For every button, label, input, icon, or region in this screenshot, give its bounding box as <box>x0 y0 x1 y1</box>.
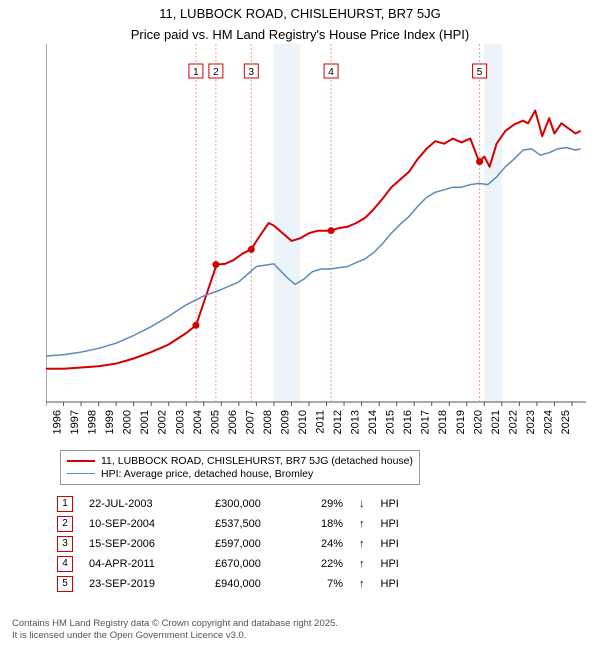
sale-marker-icon: 4 <box>55 554 87 574</box>
legend-row: 11, LUBBOCK ROAD, CHISLEHURST, BR7 5JG (… <box>67 455 413 468</box>
arrow-icon: ↑ <box>357 574 379 594</box>
legend-label: 11, LUBBOCK ROAD, CHISLEHURST, BR7 5JG (… <box>101 455 413 468</box>
svg-text:2017: 2017 <box>420 410 432 434</box>
sale-pct: 7% <box>319 574 357 594</box>
svg-text:2020: 2020 <box>472 410 484 434</box>
svg-text:2024: 2024 <box>542 410 554 434</box>
sale-marker-icon: 2 <box>55 514 87 534</box>
sale-marker-icon: 5 <box>55 574 87 594</box>
sale-vs: HPI <box>379 574 413 594</box>
sales-table: 122-JUL-2003£300,00029%↓HPI210-SEP-2004£… <box>55 494 413 594</box>
sale-date: 15-SEP-2006 <box>87 534 213 554</box>
legend-swatch <box>67 473 95 474</box>
svg-text:4: 4 <box>328 67 334 78</box>
sale-price: £597,000 <box>213 534 319 554</box>
svg-text:2022: 2022 <box>507 410 519 434</box>
sale-price: £300,000 <box>213 494 319 514</box>
svg-text:2009: 2009 <box>279 410 291 434</box>
svg-text:2015: 2015 <box>385 410 397 434</box>
sale-pct: 22% <box>319 554 357 574</box>
sale-vs: HPI <box>379 514 413 534</box>
svg-text:2: 2 <box>213 67 219 78</box>
svg-text:2010: 2010 <box>297 410 309 434</box>
svg-text:1: 1 <box>193 67 199 78</box>
svg-text:2000: 2000 <box>122 410 134 434</box>
svg-text:2021: 2021 <box>490 410 502 434</box>
svg-text:2011: 2011 <box>315 410 327 434</box>
arrow-icon: ↑ <box>357 534 379 554</box>
arrow-icon: ↑ <box>357 514 379 534</box>
svg-text:2018: 2018 <box>437 410 449 434</box>
table-row: 210-SEP-2004£537,50018%↑HPI <box>55 514 413 534</box>
legend-row: HPI: Average price, detached house, Brom… <box>67 468 413 481</box>
svg-text:2025: 2025 <box>560 410 572 434</box>
sale-pct: 24% <box>319 534 357 554</box>
legend-swatch <box>67 460 95 462</box>
svg-text:2002: 2002 <box>157 410 169 434</box>
svg-text:2019: 2019 <box>455 410 467 434</box>
sale-price: £670,000 <box>213 554 319 574</box>
svg-text:2012: 2012 <box>332 410 344 434</box>
svg-text:2001: 2001 <box>139 410 151 434</box>
legend-label: HPI: Average price, detached house, Brom… <box>101 468 313 481</box>
line-chart: £0£200K£400K£600K£800K£1M£1.2M£1.4M19951… <box>46 44 586 460</box>
arrow-icon: ↑ <box>357 554 379 574</box>
svg-text:2005: 2005 <box>209 410 221 434</box>
table-row: 315-SEP-2006£597,00024%↑HPI <box>55 534 413 554</box>
table-row: 122-JUL-2003£300,00029%↓HPI <box>55 494 413 514</box>
sale-vs: HPI <box>379 534 413 554</box>
sale-vs: HPI <box>379 554 413 574</box>
svg-text:5: 5 <box>477 67 483 78</box>
svg-text:2006: 2006 <box>227 410 239 434</box>
svg-text:1996: 1996 <box>52 410 64 434</box>
sale-marker-icon: 3 <box>55 534 87 554</box>
sale-date: 10-SEP-2004 <box>87 514 213 534</box>
sale-date: 22-JUL-2003 <box>87 494 213 514</box>
legend: 11, LUBBOCK ROAD, CHISLEHURST, BR7 5JG (… <box>60 450 420 485</box>
svg-text:2014: 2014 <box>367 410 379 434</box>
svg-text:2007: 2007 <box>244 410 256 434</box>
sale-marker-icon: 1 <box>55 494 87 514</box>
footnote-line2: It is licensed under the Open Government… <box>12 630 246 641</box>
sale-date: 04-APR-2011 <box>87 554 213 574</box>
table-row: 404-APR-2011£670,00022%↑HPI <box>55 554 413 574</box>
svg-text:2003: 2003 <box>174 410 186 434</box>
sale-pct: 29% <box>319 494 357 514</box>
sale-date: 23-SEP-2019 <box>87 574 213 594</box>
svg-text:2023: 2023 <box>525 410 537 434</box>
svg-text:1998: 1998 <box>87 410 99 434</box>
svg-text:2016: 2016 <box>402 410 414 434</box>
chart-title-1: 11, LUBBOCK ROAD, CHISLEHURST, BR7 5JG <box>0 0 600 21</box>
arrow-icon: ↓ <box>357 494 379 514</box>
svg-text:2013: 2013 <box>350 410 362 434</box>
sale-vs: HPI <box>379 494 413 514</box>
chart-title-2: Price paid vs. HM Land Registry's House … <box>0 21 600 42</box>
svg-text:3: 3 <box>249 67 255 78</box>
sale-price: £537,500 <box>213 514 319 534</box>
sale-price: £940,000 <box>213 574 319 594</box>
table-row: 523-SEP-2019£940,0007%↑HPI <box>55 574 413 594</box>
svg-text:2008: 2008 <box>262 410 274 434</box>
sale-pct: 18% <box>319 514 357 534</box>
footnote: Contains HM Land Registry data © Crown c… <box>12 618 338 642</box>
footnote-line1: Contains HM Land Registry data © Crown c… <box>12 618 338 629</box>
svg-text:1997: 1997 <box>69 410 81 434</box>
svg-text:1999: 1999 <box>104 410 116 434</box>
svg-text:2004: 2004 <box>192 410 204 434</box>
